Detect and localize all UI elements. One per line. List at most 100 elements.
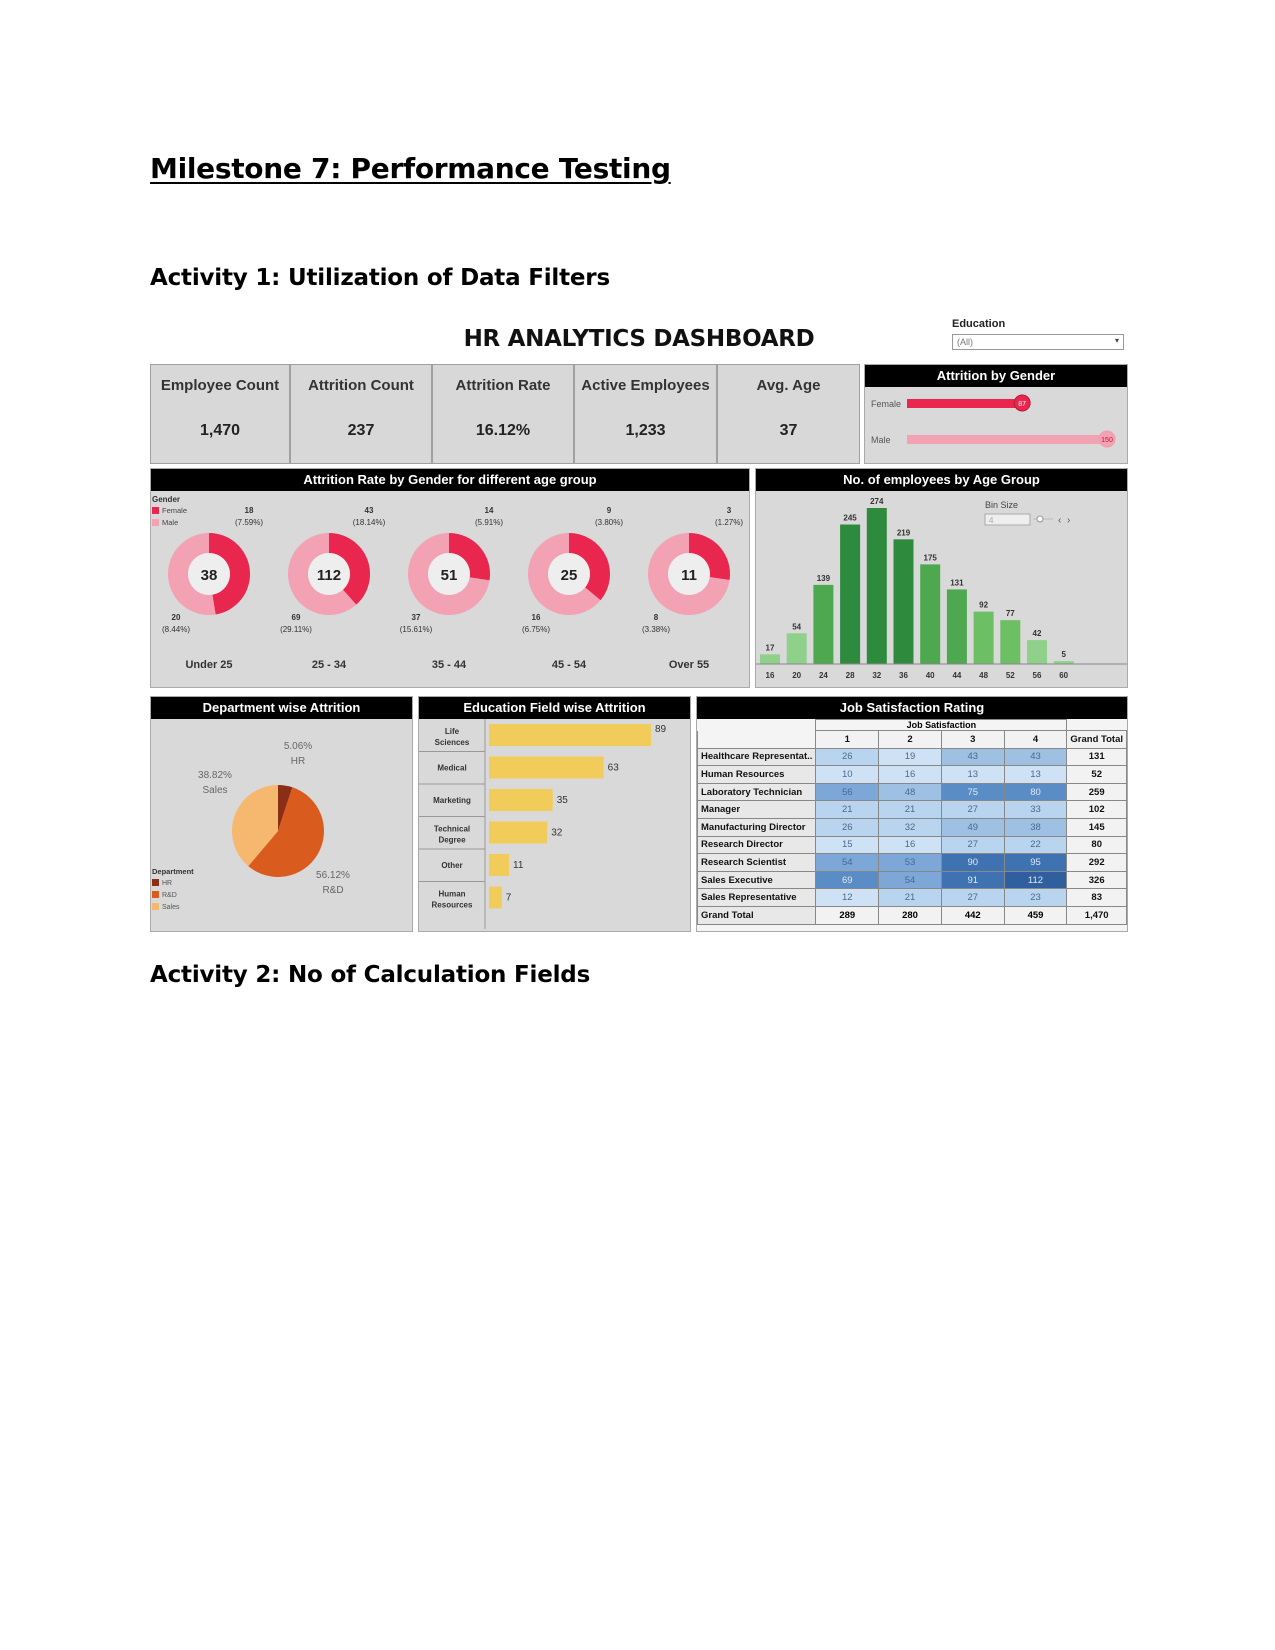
donut-male-count: 16 (532, 613, 541, 622)
hr-dashboard-image: HR ANALYTICS DASHBOARD Education (All) ▾… (150, 318, 1128, 932)
category-label: Technical (434, 825, 470, 834)
donut-male-pct: (3.38%) (642, 625, 670, 634)
education-bar (489, 821, 548, 844)
table-cell: 21 (878, 800, 942, 819)
table-cell: 16 (878, 835, 942, 855)
table-cell: 80 (1003, 782, 1068, 802)
donut-hole (548, 553, 590, 595)
department-attrition-panel: Department wise Attrition 5.06% HR 56.12% R… (150, 696, 413, 932)
donut-hole (308, 553, 350, 595)
donut-total: 51 (441, 567, 458, 584)
donut-male-count: 20 (172, 613, 181, 622)
histogram-bar-value: 54 (792, 622, 801, 631)
table-group-header-row: Job Satisfaction (698, 719, 1127, 731)
donut-female-segment (689, 533, 730, 580)
kpi-active-employees: Active Employees 1,233 (574, 364, 717, 464)
column-header: 1 (815, 730, 880, 749)
donut-female-segment (329, 533, 370, 605)
donut-female-segment (449, 533, 490, 581)
table-row: Healthcare Representat.. 26 19 43 43 131 (696, 747, 1127, 767)
histogram-bar-value: 17 (766, 643, 775, 652)
histogram-bar (840, 524, 861, 664)
kpi-label: Active Employees (581, 377, 710, 394)
donut-female-pct: (5.91%) (475, 518, 503, 527)
x-tick-label: 56 (1033, 671, 1042, 680)
gender-bar-end (1013, 394, 1031, 412)
bin-size-input (984, 513, 1031, 526)
row-total: 80 (1066, 835, 1127, 855)
row-total: 83 (1066, 888, 1127, 907)
pie-slice-label: Sales (202, 785, 227, 796)
histogram-bar-value: 245 (843, 514, 857, 523)
attrition-by-gender-panel: Attrition by Gender Female 87 Male 150 (864, 364, 1128, 464)
grand-total-label: Grand Total (696, 905, 817, 925)
histogram-bar (866, 508, 887, 664)
category-label: Medical (437, 764, 466, 773)
x-tick-label: 20 (792, 671, 801, 680)
legend-swatch-female (152, 507, 159, 514)
pie-slice-hr (278, 785, 293, 831)
histogram-bar (920, 564, 941, 664)
donut-male-pct: (8.44%) (162, 625, 190, 634)
education-filter-dropdown[interactable]: (All) ▾ (952, 334, 1124, 350)
age-group-label: Under 25 (185, 659, 232, 671)
education-bar-value: 89 (655, 724, 667, 735)
education-bar-value: 35 (557, 795, 569, 806)
histogram-bar-value: 175 (924, 553, 938, 562)
job-role-label: Sales Representative (696, 888, 817, 907)
panel-title: Attrition by Gender (865, 365, 1127, 387)
histogram-bar-value: 274 (870, 497, 884, 506)
donut-male-pct: (6.75%) (522, 625, 550, 634)
activity-2-title: Activity 2: No of Calculation Fields (150, 962, 591, 988)
histogram-bar (786, 633, 807, 664)
legend-item: R&D (162, 892, 177, 899)
histogram-bar (973, 611, 994, 664)
chevron-right-icon: › (1067, 515, 1070, 526)
x-tick-label: 16 (766, 671, 775, 680)
panel-title: Job Satisfaction Rating (697, 697, 1127, 719)
gender-bar-value: 150 (1101, 437, 1113, 444)
grand-total-cell: 280 (878, 905, 942, 925)
table-row: Sales Representative 12 21 27 23 83 (696, 888, 1127, 907)
column-header: Grand Total (1066, 730, 1127, 749)
category-label: Resources (432, 901, 473, 910)
grand-total-value: 1,470 (1066, 905, 1127, 925)
legend-swatch (152, 903, 159, 910)
table-row: Research Scientist 54 53 90 95 292 (696, 853, 1127, 872)
category-label: Degree (438, 836, 466, 845)
gender-bar-label: Female (871, 399, 901, 409)
histogram-bar (813, 584, 834, 664)
table-cell: 22 (1003, 835, 1068, 855)
table-cell: 13 (940, 765, 1005, 784)
x-tick-label: 48 (979, 671, 988, 680)
job-role-label: Sales Executive (696, 870, 817, 890)
histogram-bar-value: 139 (817, 574, 831, 583)
donut-male-pct: (29.11%) (280, 625, 312, 634)
grand-total-row: Grand Total 289 280 442 459 1,470 (696, 905, 1127, 925)
table-cell: 53 (878, 853, 942, 872)
grand-total-cell: 459 (1003, 905, 1068, 925)
row-total: 145 (1066, 817, 1127, 837)
table-cell: 27 (940, 835, 1005, 855)
donut-male-count: 37 (412, 613, 421, 622)
activity-1-title: Activity 1: Utilization of Data Filters (150, 265, 610, 291)
bin-size-value: 4 (989, 516, 994, 525)
age-group-label: 35 - 44 (432, 659, 467, 671)
table-cell: 90 (940, 853, 1005, 872)
table-cell: 27 (940, 888, 1005, 907)
kpi-value: 1,470 (199, 422, 241, 439)
donut-male-pct: (15.61%) (400, 625, 433, 634)
education-field-bar-chart: Life Sciences 89 Medical 63 Marketing 35 Techni… (419, 719, 667, 929)
bin-size-label: Bin Size (985, 500, 1018, 510)
table-cell: 69 (815, 870, 880, 890)
education-bar-value: 32 (551, 828, 563, 839)
category-label: Human (438, 890, 465, 899)
table-cell: 15 (815, 835, 880, 855)
histogram-bar (1027, 640, 1047, 664)
education-filter-value: (All) (957, 337, 973, 347)
x-tick-label: 44 (952, 671, 961, 680)
table-cell: 56 (815, 782, 880, 802)
kpi-value: 237 (347, 422, 375, 439)
donut-total: 38 (201, 567, 218, 584)
table-row: Laboratory Technician 56 48 75 80 259 (696, 782, 1127, 802)
